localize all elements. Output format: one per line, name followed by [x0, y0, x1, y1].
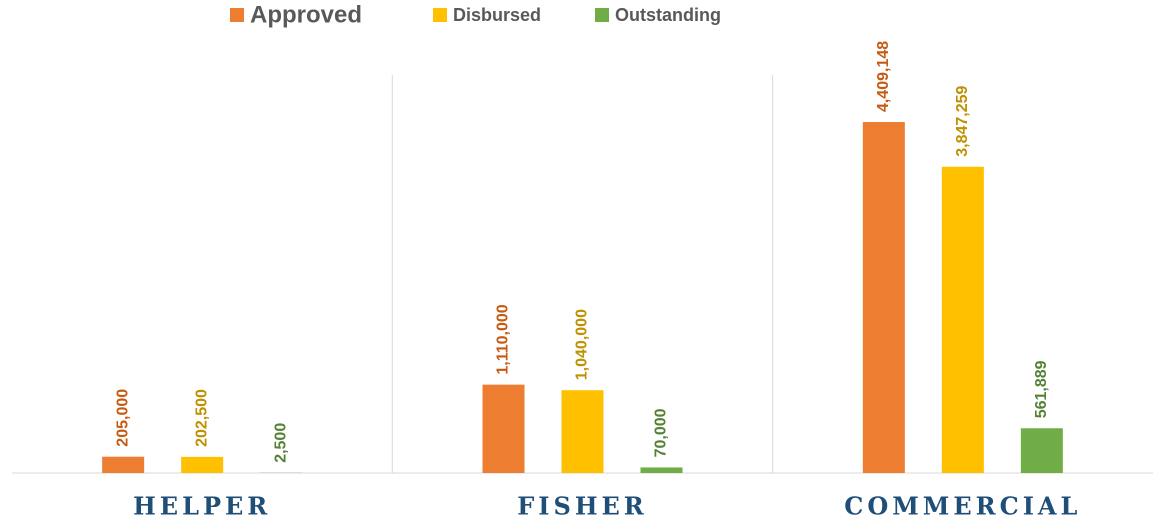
x-tick-label: FISHER: [517, 492, 648, 521]
value-label: 561,889: [1033, 360, 1050, 418]
bar: [561, 390, 604, 473]
value-label: 3,847,259: [954, 85, 971, 156]
bar: [102, 456, 145, 473]
bar: [482, 384, 525, 473]
value-label: 70,000: [653, 408, 670, 457]
value-label: 1,110,000: [495, 304, 512, 374]
legend-swatch: [230, 8, 244, 22]
value-label: 4,409,148: [875, 41, 892, 112]
value-label: 1,040,000: [574, 309, 591, 380]
value-label: 205,000: [114, 389, 131, 447]
legend-swatch: [595, 8, 609, 22]
bar: [941, 166, 984, 473]
legend-label: Outstanding: [615, 5, 721, 25]
bar: [862, 122, 905, 473]
legend-swatch: [433, 8, 447, 22]
legend-label: Approved: [250, 1, 362, 28]
bar: [640, 467, 683, 473]
x-tick-label: HELPER: [133, 492, 271, 521]
bar: [1020, 428, 1063, 473]
value-label: 202,500: [193, 389, 210, 447]
bar: [181, 456, 224, 473]
x-tick-label: COMMERCIAL: [844, 492, 1081, 521]
legend-label: Disbursed: [453, 5, 541, 25]
value-label: 2,500: [272, 423, 289, 463]
